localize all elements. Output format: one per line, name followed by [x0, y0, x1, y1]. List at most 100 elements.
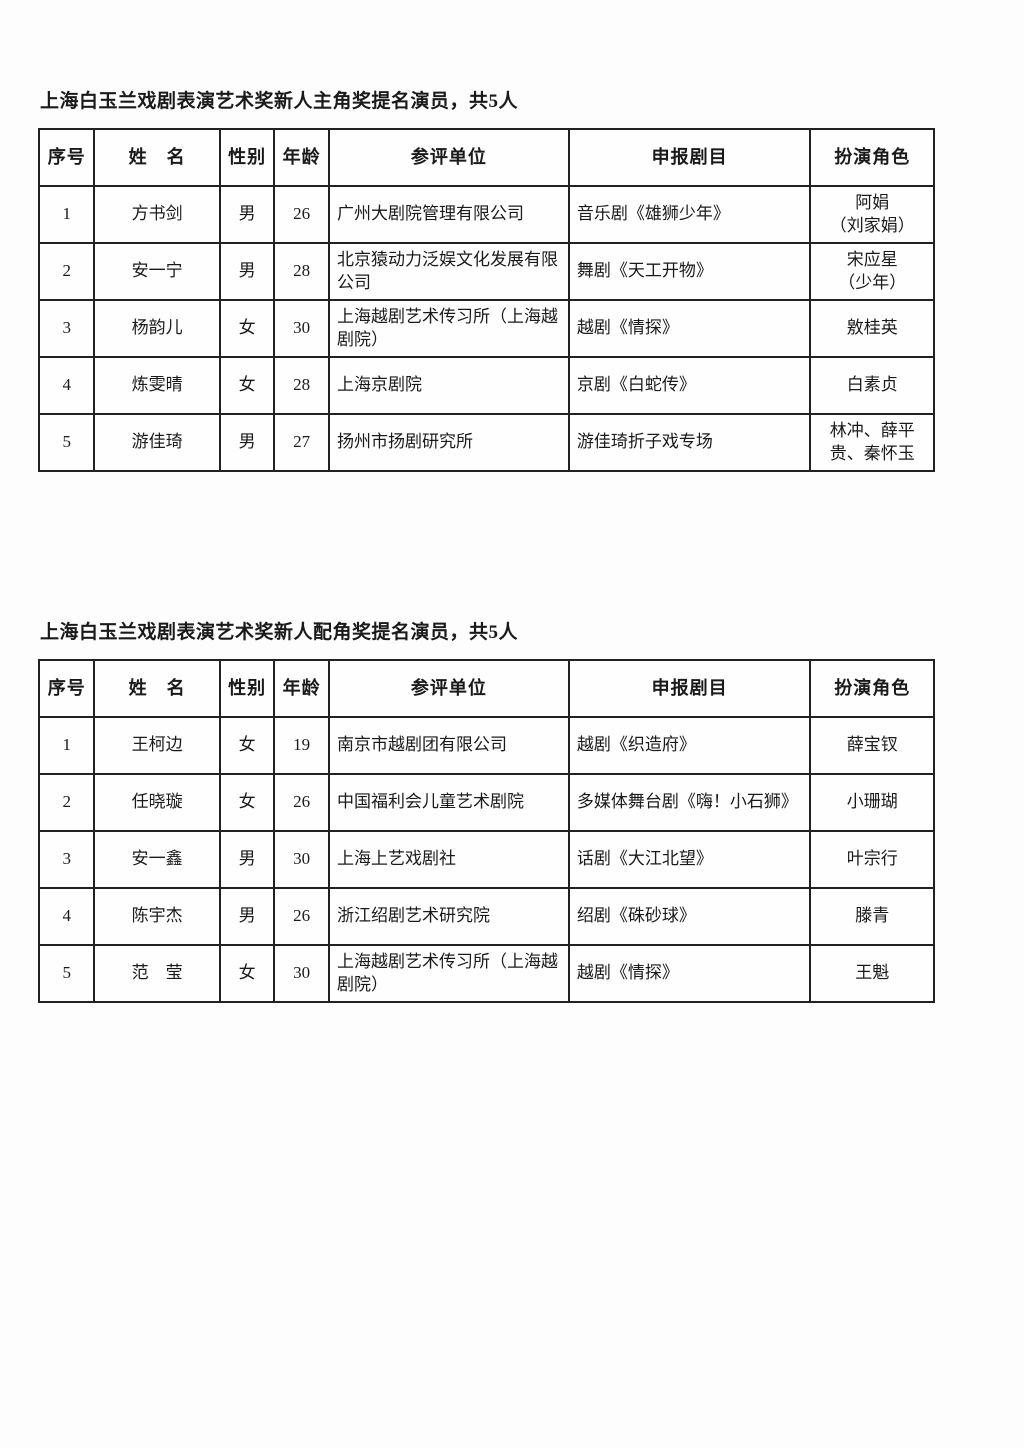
- table-cell: 30: [273, 944, 330, 1003]
- table-cell: 3: [37, 830, 96, 889]
- table-cell: 叶宗行: [809, 830, 935, 889]
- table-cell: 男: [218, 887, 276, 946]
- table-cell: 5: [37, 413, 96, 472]
- table-cell: 宋应星 （少年）: [809, 242, 935, 301]
- table-cell: 5: [37, 944, 96, 1003]
- table-cell: 3: [37, 299, 96, 358]
- table-cell: 1: [37, 185, 96, 244]
- table-cell: 广州大剧院管理有限公司: [327, 185, 570, 244]
- table-cell: 陈宇杰: [93, 887, 221, 946]
- table-cell: 1: [37, 716, 96, 775]
- table-cell: 王魁: [809, 944, 935, 1003]
- table-cell: 扬州市扬剧研究所: [327, 413, 570, 472]
- table-row: 4 陈宇杰男 26 浙江绍剧艺术研究院 绍剧《硃砂球》 滕青: [37, 887, 935, 946]
- nominees-table: 序号姓 名性别 年龄 参评单位 申报剧目 扮演角色 1 王柯边女 19 南京市越剧团有限公司越…: [37, 659, 935, 1003]
- table-row: 1 方书剑男 26 广州大剧院管理有限公司 音乐剧《雄狮少年》 阿娟 （刘家娟）: [37, 185, 935, 244]
- table-cell: 安一鑫: [93, 830, 221, 889]
- table-cell: 绍剧《硃砂球》: [567, 887, 812, 946]
- table-cell: 南京市越剧团有限公司: [327, 716, 570, 775]
- header-row: 序号姓 名性别 年龄 参评单位 申报剧目 扮演角色: [37, 659, 935, 718]
- column-header: 性别: [218, 128, 276, 187]
- table-cell: 上海京剧院: [327, 356, 570, 415]
- table-cell: 方书剑: [93, 185, 221, 244]
- column-header: 序号: [37, 128, 96, 187]
- table-cell: 越剧《情探》: [567, 944, 812, 1003]
- table-row: 2 任晓璇女 26 中国福利会儿童艺术剧院 多媒体舞台剧《嗨！小石狮》 小珊瑚: [37, 773, 935, 832]
- table-cell: 男: [218, 413, 276, 472]
- table-cell: 小珊瑚: [809, 773, 935, 832]
- table-cell: 炼雯晴: [93, 356, 221, 415]
- table-cell: 男: [218, 185, 276, 244]
- column-header: 性别: [218, 659, 276, 718]
- column-header: 扮演角色: [809, 659, 935, 718]
- table-cell: 范 莹: [93, 944, 221, 1003]
- table-body: 1 王柯边女 19 南京市越剧团有限公司 越剧《织造府》 薛宝钗 2 任晓璇女 26 中国福利会儿…: [37, 716, 935, 1003]
- column-header: 年龄: [273, 128, 330, 187]
- table-cell: 女: [218, 299, 276, 358]
- table-cell: 音乐剧《雄狮少年》: [567, 185, 812, 244]
- table-cell: 2: [37, 242, 96, 301]
- table-cell: 26: [273, 887, 330, 946]
- document: 上海白玉兰戏剧表演艺术奖新人主角奖提名演员，共5人 序号姓 名性别 年龄 参评单位申…: [37, 86, 935, 1003]
- column-header: 参评单位: [327, 659, 570, 718]
- table-cell: 滕青: [809, 887, 935, 946]
- table-cell: 杨韵儿: [93, 299, 221, 358]
- table-cell: 女: [218, 716, 276, 775]
- table-section: 上海白玉兰戏剧表演艺术奖新人主角奖提名演员，共5人 序号姓 名性别 年龄 参评单位申…: [37, 86, 935, 472]
- table-cell: 白素贞: [809, 356, 935, 415]
- column-header: 序号: [37, 659, 96, 718]
- column-header: 姓 名: [93, 659, 221, 718]
- header-row: 序号姓 名性别 年龄 参评单位 申报剧目 扮演角色: [37, 128, 935, 187]
- table-row: 5 游佳琦男 27 扬州市扬剧研究所 游佳琦折子戏专场 林冲、薛平贵、秦怀玉: [37, 413, 935, 472]
- table-row: 2 安一宁男 28 北京猿动力泛娱文化发展有限公司 舞剧《天工开物》 宋应星 （少年）: [37, 242, 935, 301]
- table-cell: 男: [218, 242, 276, 301]
- table-cell: 男: [218, 830, 276, 889]
- table-cell: 19: [273, 716, 330, 775]
- table-cell: 女: [218, 773, 276, 832]
- table-cell: 京剧《白蛇传》: [567, 356, 812, 415]
- table-cell: 越剧《织造府》: [567, 716, 812, 775]
- table-cell: 26: [273, 773, 330, 832]
- table-section: 上海白玉兰戏剧表演艺术奖新人配角奖提名演员，共5人 序号姓 名性别 年龄 参评单位申…: [37, 617, 935, 1003]
- table-cell: 王柯边: [93, 716, 221, 775]
- table-cell: 女: [218, 356, 276, 415]
- column-header: 姓 名: [93, 128, 221, 187]
- table-cell: 中国福利会儿童艺术剧院: [327, 773, 570, 832]
- table-cell: 游佳琦折子戏专场: [567, 413, 812, 472]
- section-title: 上海白玉兰戏剧表演艺术奖新人主角奖提名演员，共5人: [40, 91, 519, 112]
- table-cell: 26: [273, 185, 330, 244]
- table-cell: 话剧《大江北望》: [567, 830, 812, 889]
- table-cell: 安一宁: [93, 242, 221, 301]
- table-cell: 任晓璇: [93, 773, 221, 832]
- table-body: 1 方书剑男 26 广州大剧院管理有限公司 音乐剧《雄狮少年》 阿娟 （刘家娟） 2 安一宁男…: [37, 185, 935, 472]
- table-cell: 4: [37, 356, 96, 415]
- table-cell: 上海越剧艺术传习所（上海越剧院）: [327, 944, 570, 1003]
- column-header: 申报剧目: [567, 128, 812, 187]
- column-header: 参评单位: [327, 128, 570, 187]
- table-cell: 28: [273, 356, 330, 415]
- table-header-row-container: 序号姓 名性别 年龄 参评单位 申报剧目 扮演角色: [37, 128, 935, 187]
- table-cell: 上海上艺戏剧社: [327, 830, 570, 889]
- table-cell: 舞剧《天工开物》: [567, 242, 812, 301]
- column-header: 年龄: [273, 659, 330, 718]
- table-cell: 浙江绍剧艺术研究院: [327, 887, 570, 946]
- table-row: 3 安一鑫男 30 上海上艺戏剧社 话剧《大江北望》 叶宗行: [37, 830, 935, 889]
- table-cell: 游佳琦: [93, 413, 221, 472]
- section-title: 上海白玉兰戏剧表演艺术奖新人配角奖提名演员，共5人: [40, 622, 519, 643]
- table-row: 4 炼雯晴女 28 上海京剧院 京剧《白蛇传》 白素贞: [37, 356, 935, 415]
- table-cell: 女: [218, 944, 276, 1003]
- table-cell: 4: [37, 887, 96, 946]
- nominees-table: 序号姓 名性别 年龄 参评单位 申报剧目 扮演角色 1 方书剑男 26 广州大剧院管理有限公司…: [37, 128, 935, 472]
- table-cell: 多媒体舞台剧《嗨！小石狮》: [567, 773, 812, 832]
- table-cell: 2: [37, 773, 96, 832]
- table-cell: 薛宝钗: [809, 716, 935, 775]
- table-cell: 27: [273, 413, 330, 472]
- table-cell: 30: [273, 830, 330, 889]
- table-cell: 越剧《情探》: [567, 299, 812, 358]
- table-cell: 北京猿动力泛娱文化发展有限公司: [327, 242, 570, 301]
- table-cell: 上海越剧艺术传习所（上海越剧院）: [327, 299, 570, 358]
- column-header: 扮演角色: [809, 128, 935, 187]
- table-row: 3 杨韵儿女 30 上海越剧艺术传习所（上海越剧院） 越剧《情探》 敫桂英: [37, 299, 935, 358]
